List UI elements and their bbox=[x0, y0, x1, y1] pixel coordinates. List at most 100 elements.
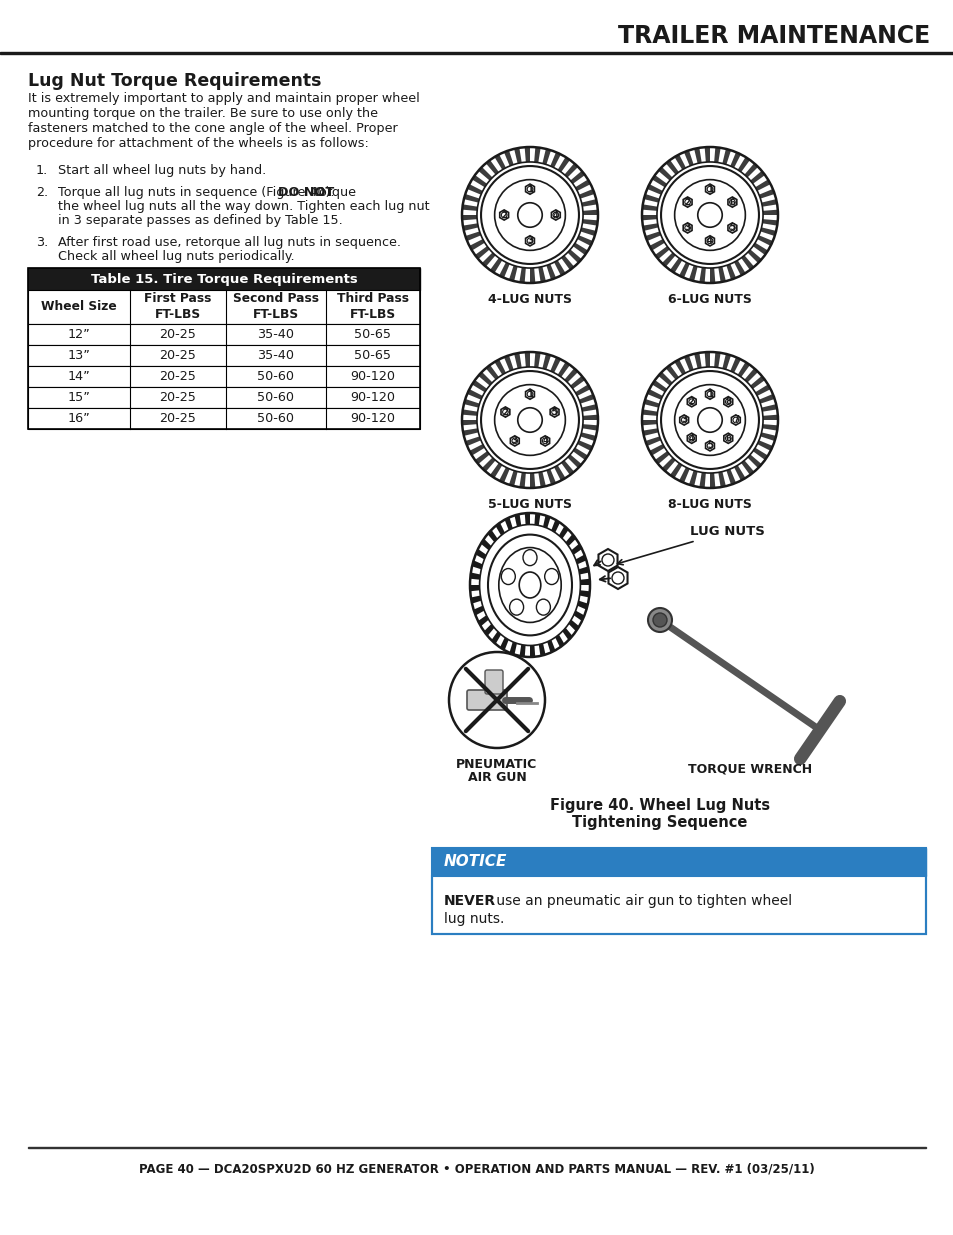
FancyBboxPatch shape bbox=[467, 690, 506, 710]
Polygon shape bbox=[462, 429, 477, 436]
Polygon shape bbox=[649, 240, 664, 251]
Text: 5-LUG NUTS: 5-LUG NUTS bbox=[488, 498, 572, 511]
Ellipse shape bbox=[536, 599, 550, 615]
Polygon shape bbox=[699, 268, 705, 283]
Bar bbox=[432, 876, 925, 934]
Polygon shape bbox=[760, 227, 776, 236]
Polygon shape bbox=[582, 210, 598, 215]
Text: the wheel lug nuts all the way down. Tighten each lug nut: the wheel lug nuts all the way down. Tig… bbox=[58, 200, 429, 212]
Polygon shape bbox=[550, 406, 558, 417]
Text: NEVER: NEVER bbox=[443, 894, 496, 908]
Polygon shape bbox=[509, 642, 517, 655]
Polygon shape bbox=[475, 451, 489, 464]
Polygon shape bbox=[462, 224, 477, 231]
Polygon shape bbox=[475, 246, 489, 259]
Polygon shape bbox=[463, 399, 479, 408]
Polygon shape bbox=[649, 445, 664, 456]
Polygon shape bbox=[718, 267, 725, 282]
Polygon shape bbox=[558, 362, 569, 377]
Text: 1: 1 bbox=[526, 185, 533, 194]
Text: Figure 40. Wheel Lug Nuts: Figure 40. Wheel Lug Nuts bbox=[549, 798, 769, 813]
Text: 3: 3 bbox=[526, 236, 533, 246]
Circle shape bbox=[674, 384, 744, 456]
Polygon shape bbox=[546, 264, 556, 279]
Text: 13”: 13” bbox=[68, 350, 91, 362]
Polygon shape bbox=[651, 175, 666, 188]
Text: 20-25: 20-25 bbox=[159, 329, 196, 341]
Polygon shape bbox=[646, 184, 662, 195]
Polygon shape bbox=[467, 184, 482, 195]
Text: Start all wheel lug nuts by hand.: Start all wheel lug nuts by hand. bbox=[58, 164, 266, 177]
Polygon shape bbox=[694, 353, 701, 368]
Polygon shape bbox=[731, 415, 740, 425]
Text: 6: 6 bbox=[724, 433, 730, 443]
Polygon shape bbox=[674, 359, 685, 374]
Polygon shape bbox=[704, 352, 709, 367]
Polygon shape bbox=[551, 520, 559, 532]
Polygon shape bbox=[750, 170, 764, 184]
Text: 14”: 14” bbox=[68, 370, 91, 383]
Polygon shape bbox=[499, 637, 508, 651]
Polygon shape bbox=[498, 262, 509, 278]
FancyBboxPatch shape bbox=[484, 671, 502, 694]
Circle shape bbox=[517, 408, 541, 432]
Polygon shape bbox=[463, 194, 479, 203]
Circle shape bbox=[480, 370, 578, 469]
Polygon shape bbox=[534, 147, 540, 163]
Polygon shape bbox=[651, 380, 666, 393]
Circle shape bbox=[449, 652, 544, 748]
Text: use an pneumatic air gun to tighten wheel: use an pneumatic air gun to tighten whee… bbox=[492, 894, 791, 908]
Polygon shape bbox=[477, 167, 492, 180]
Text: procedure for attachment of the wheels is as follows:: procedure for attachment of the wheels i… bbox=[28, 137, 369, 149]
Bar bbox=[28, 290, 419, 324]
Polygon shape bbox=[704, 147, 709, 162]
Polygon shape bbox=[499, 210, 508, 220]
Text: Lug Nut Torque Requirements: Lug Nut Torque Requirements bbox=[28, 72, 321, 90]
Text: 15”: 15” bbox=[68, 391, 91, 404]
Polygon shape bbox=[537, 267, 545, 282]
Polygon shape bbox=[757, 441, 772, 451]
Text: 6: 6 bbox=[729, 198, 735, 206]
Polygon shape bbox=[644, 436, 660, 446]
Polygon shape bbox=[525, 184, 534, 194]
Ellipse shape bbox=[488, 535, 572, 635]
Polygon shape bbox=[665, 161, 679, 174]
Polygon shape bbox=[525, 236, 534, 246]
Polygon shape bbox=[470, 585, 479, 592]
Polygon shape bbox=[747, 454, 760, 468]
Polygon shape bbox=[579, 590, 589, 598]
Polygon shape bbox=[509, 471, 517, 487]
Polygon shape bbox=[718, 472, 725, 487]
Polygon shape bbox=[470, 573, 480, 579]
Polygon shape bbox=[471, 595, 481, 604]
Polygon shape bbox=[641, 420, 657, 425]
Polygon shape bbox=[579, 432, 596, 441]
Polygon shape bbox=[500, 406, 509, 417]
Polygon shape bbox=[658, 167, 672, 180]
Text: 3: 3 bbox=[684, 224, 690, 232]
Text: Second Pass
FT-LBS: Second Pass FT-LBS bbox=[233, 293, 318, 321]
Polygon shape bbox=[598, 550, 617, 571]
Polygon shape bbox=[743, 163, 758, 178]
Polygon shape bbox=[503, 356, 513, 370]
Polygon shape bbox=[567, 249, 581, 263]
Text: 50-65: 50-65 bbox=[355, 329, 391, 341]
Circle shape bbox=[494, 179, 565, 251]
Text: 90-120: 90-120 bbox=[350, 370, 395, 383]
Text: in 3 separate passes as defined by Table 15.: in 3 separate passes as defined by Table… bbox=[58, 214, 342, 227]
Polygon shape bbox=[461, 204, 477, 211]
Polygon shape bbox=[524, 352, 530, 367]
Ellipse shape bbox=[518, 572, 540, 598]
Polygon shape bbox=[476, 550, 486, 559]
Polygon shape bbox=[608, 567, 627, 589]
Polygon shape bbox=[558, 157, 569, 172]
Polygon shape bbox=[554, 466, 565, 480]
Polygon shape bbox=[481, 252, 495, 267]
Text: It is extremely important to apply and maintain proper wheel: It is extremely important to apply and m… bbox=[28, 91, 419, 105]
Polygon shape bbox=[686, 433, 696, 443]
Polygon shape bbox=[577, 600, 587, 610]
Polygon shape bbox=[542, 354, 551, 369]
Polygon shape bbox=[737, 157, 749, 172]
Polygon shape bbox=[743, 368, 758, 383]
Polygon shape bbox=[747, 249, 760, 263]
